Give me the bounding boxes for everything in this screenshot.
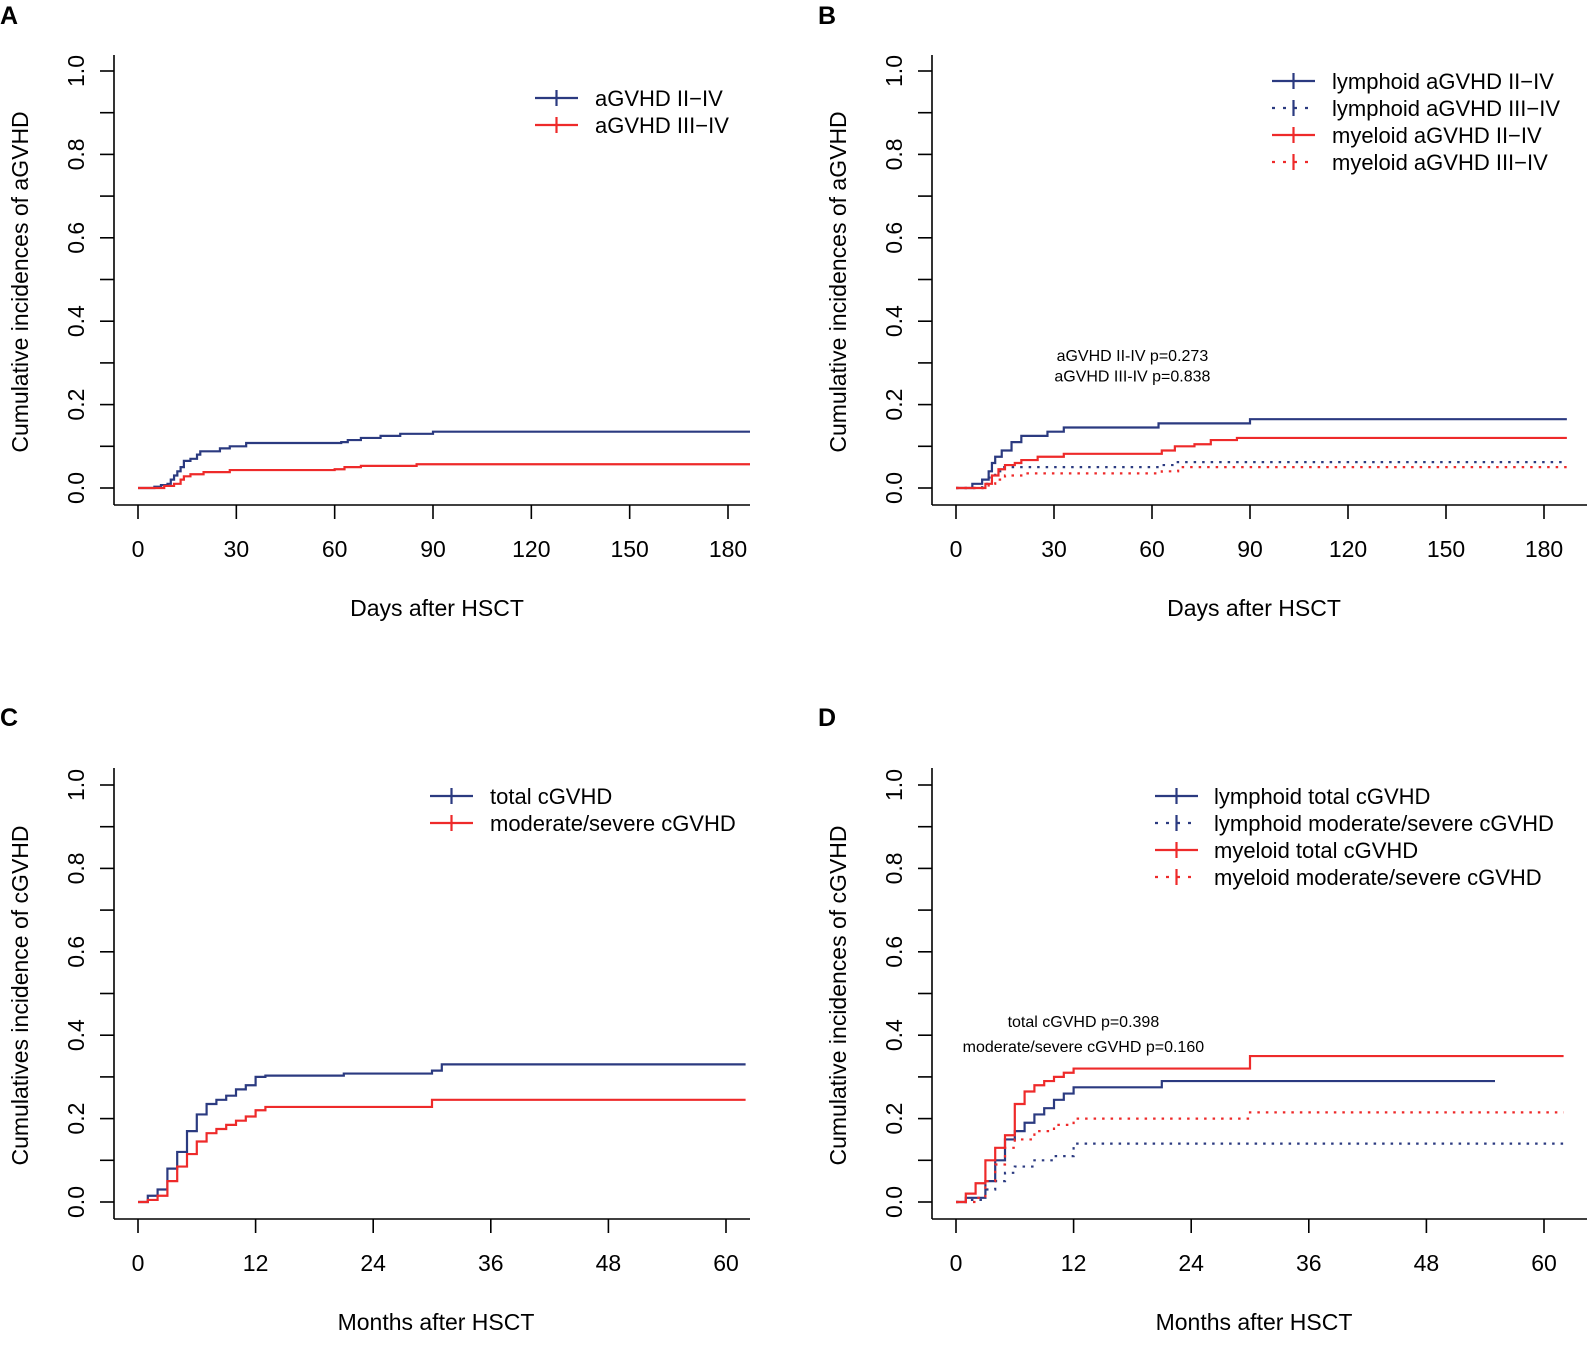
x-axis-title: Days after HSCT — [1167, 595, 1341, 621]
chart-panel-a: A 0.0 0.2 0.4 0.6 0.8 1.0 Cumulative incidences… — [0, 2, 750, 621]
x-tick-label: 180 — [1525, 536, 1563, 562]
x-tick-label: 150 — [610, 536, 648, 562]
series-line-1 — [956, 1079, 1495, 1204]
series-line-2 — [138, 463, 750, 490]
y-tick-label: 0.0 — [63, 472, 89, 504]
y-tick-label: 0.2 — [63, 389, 89, 421]
p-value-annotation: total cGVHD p=0.398 — [1008, 1014, 1160, 1031]
series-line-1 — [956, 418, 1567, 490]
x-tick-label: 24 — [360, 1250, 386, 1276]
y-tick-label: 0.6 — [881, 222, 907, 254]
legend-label: lymphoid aGVHD III−IV — [1332, 96, 1560, 121]
y-axis-title: Cumulatives incidence of cGVHD — [7, 825, 33, 1165]
x-tick-label: 60 — [1531, 1250, 1557, 1276]
y-tick-label: 0.2 — [881, 1103, 907, 1135]
y-axis-title: Cumulative incidences of aGVHD — [825, 111, 851, 452]
series-line-2 — [956, 461, 1567, 490]
y-tick-label: 0.4 — [63, 305, 89, 337]
y-tick-label: 0.4 — [881, 1019, 907, 1051]
x-tick-label: 48 — [596, 1250, 622, 1276]
y-tick-label: 0.8 — [881, 852, 907, 884]
series-line-4 — [956, 466, 1567, 490]
y-tick-label: 1.0 — [881, 55, 907, 87]
y-tick-label: 1.0 — [881, 769, 907, 801]
x-tick-label: 48 — [1414, 1250, 1440, 1276]
series-line-1 — [138, 430, 750, 490]
x-tick-label: 0 — [950, 1250, 963, 1276]
y-tick-label: 0.6 — [63, 936, 89, 968]
y-tick-label: 0.4 — [63, 1019, 89, 1051]
y-tick-label: 0.8 — [63, 852, 89, 884]
y-tick-label: 0.0 — [881, 472, 907, 504]
y-tick-label: 0.2 — [63, 1103, 89, 1135]
x-tick-label: 12 — [1061, 1250, 1087, 1276]
legend-label: myeloid aGVHD III−IV — [1332, 150, 1548, 175]
legend-label: lymphoid total cGVHD — [1214, 784, 1430, 809]
x-tick-label: 24 — [1178, 1250, 1204, 1276]
series-line-2 — [956, 1142, 1564, 1204]
x-tick-label: 180 — [709, 536, 747, 562]
x-tick-label: 36 — [478, 1250, 504, 1276]
x-tick-label: 150 — [1427, 536, 1465, 562]
y-tick-label: 0.6 — [63, 222, 89, 254]
x-tick-label: 90 — [1237, 536, 1263, 562]
y-tick-label: 0.0 — [63, 1186, 89, 1218]
legend-label: myeloid total cGVHD — [1214, 838, 1418, 863]
series-line-3 — [956, 436, 1567, 490]
panel-letter: C — [0, 704, 18, 732]
y-tick-label: 0.8 — [63, 138, 89, 170]
y-tick-label: 1.0 — [63, 55, 89, 87]
x-axis-title: Months after HSCT — [338, 1309, 535, 1335]
legend-label: moderate/severe cGVHD — [490, 811, 736, 836]
series-line-1 — [138, 1063, 746, 1204]
panel-letter: A — [0, 2, 18, 30]
legend-label: myeloid aGVHD II−IV — [1332, 123, 1542, 148]
y-axis-title: Cumulative incidences of cGVHD — [825, 825, 851, 1165]
p-value-annotation: aGVHD III-IV p=0.838 — [1054, 369, 1210, 386]
x-tick-label: 0 — [132, 536, 145, 562]
x-tick-label: 36 — [1296, 1250, 1322, 1276]
series-line-4 — [956, 1111, 1564, 1204]
legend-label: lymphoid moderate/severe cGVHD — [1214, 811, 1554, 836]
p-value-annotation: aGVHD II-IV p=0.273 — [1057, 348, 1209, 365]
legend-label: lymphoid aGVHD II−IV — [1332, 69, 1554, 94]
p-value-annotation: moderate/severe cGVHD p=0.160 — [963, 1039, 1205, 1056]
series-line-3 — [956, 1054, 1564, 1204]
y-tick-label: 0.0 — [881, 1186, 907, 1218]
x-tick-label: 0 — [132, 1250, 145, 1276]
x-tick-label: 12 — [243, 1250, 269, 1276]
x-tick-label: 60 — [1139, 536, 1165, 562]
y-axis-title: Cumulative incidences of aGVHD — [7, 111, 33, 452]
y-tick-label: 0.6 — [881, 936, 907, 968]
x-tick-label: 30 — [224, 536, 250, 562]
legend-label: aGVHD III−IV — [595, 113, 729, 138]
x-tick-label: 30 — [1041, 536, 1067, 562]
chart-panel-d: D 0.0 0.2 0.4 0.6 0.8 1.0 Cumulative incidences… — [818, 704, 1587, 1335]
x-tick-label: 60 — [322, 536, 348, 562]
panel-letter: D — [818, 704, 836, 732]
x-axis-title: Months after HSCT — [1156, 1309, 1353, 1335]
y-tick-label: 0.8 — [881, 138, 907, 170]
legend-label: total cGVHD — [490, 784, 612, 809]
y-tick-label: 0.4 — [881, 305, 907, 337]
x-tick-label: 90 — [420, 536, 446, 562]
chart-panel-b: B 0.0 0.2 0.4 0.6 0.8 1.0 Cumulative incidences… — [818, 2, 1587, 621]
x-tick-label: 0 — [950, 536, 963, 562]
x-axis-title: Days after HSCT — [350, 595, 524, 621]
x-tick-label: 120 — [1329, 536, 1367, 562]
chart-panel-c: C 0.0 0.2 0.4 0.6 0.8 1.0 Cumulatives incidence… — [0, 704, 750, 1335]
series-line-2 — [138, 1098, 746, 1204]
y-tick-label: 1.0 — [63, 769, 89, 801]
y-tick-label: 0.2 — [881, 389, 907, 421]
legend-label: aGVHD II−IV — [595, 86, 723, 111]
legend-label: myeloid moderate/severe cGVHD — [1214, 865, 1542, 890]
x-tick-label: 120 — [512, 536, 550, 562]
panel-letter: B — [818, 2, 836, 30]
x-tick-label: 60 — [713, 1250, 739, 1276]
